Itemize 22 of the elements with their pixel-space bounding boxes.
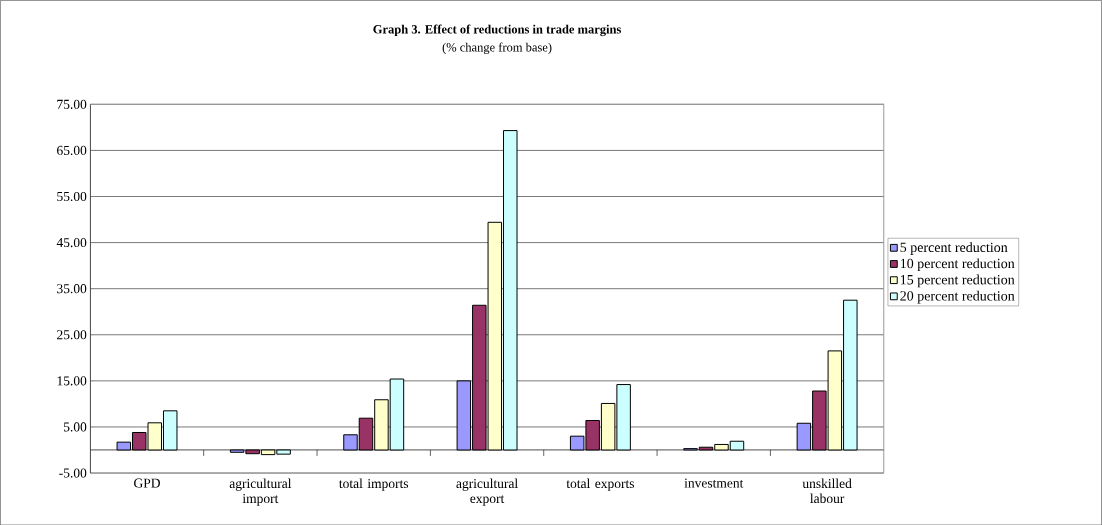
x-tick-label: agricultural import: [229, 478, 292, 506]
x-tick-label: total imports: [338, 478, 409, 491]
legend-label: 5 percent reduction: [900, 242, 1008, 255]
y-tick-label: 35.00: [57, 283, 87, 294]
chart-title: Graph 3. Effect of reductions in trade margins: [373, 24, 622, 36]
x-tick-label: unskilled labour: [802, 478, 852, 503]
x-tick-label: GPD: [134, 478, 160, 488]
x-tick-label: investment: [684, 478, 744, 488]
y-tick-label: -5.00: [59, 468, 87, 478]
chart-subtitle: (% change from base): [442, 42, 552, 54]
x-tick-label: total exports: [566, 478, 635, 491]
y-tick-label: 25.00: [57, 329, 87, 340]
y-tick-label: 75.00: [57, 99, 87, 109]
legend-label: 20 percent reduction: [900, 290, 1015, 304]
x-tick-label: agricultural export: [456, 478, 518, 506]
y-tick-label: 65.00: [57, 145, 87, 155]
y-tick-label: 55.00: [57, 191, 87, 201]
y-tick-label: 45.00: [56, 237, 87, 247]
y-tick-label: 5.00: [64, 422, 87, 432]
legend-label: 10 percent reduction: [900, 258, 1015, 271]
y-tick-label: 15.00: [57, 376, 87, 386]
legend-label: 15 percent reduction: [900, 274, 1015, 288]
